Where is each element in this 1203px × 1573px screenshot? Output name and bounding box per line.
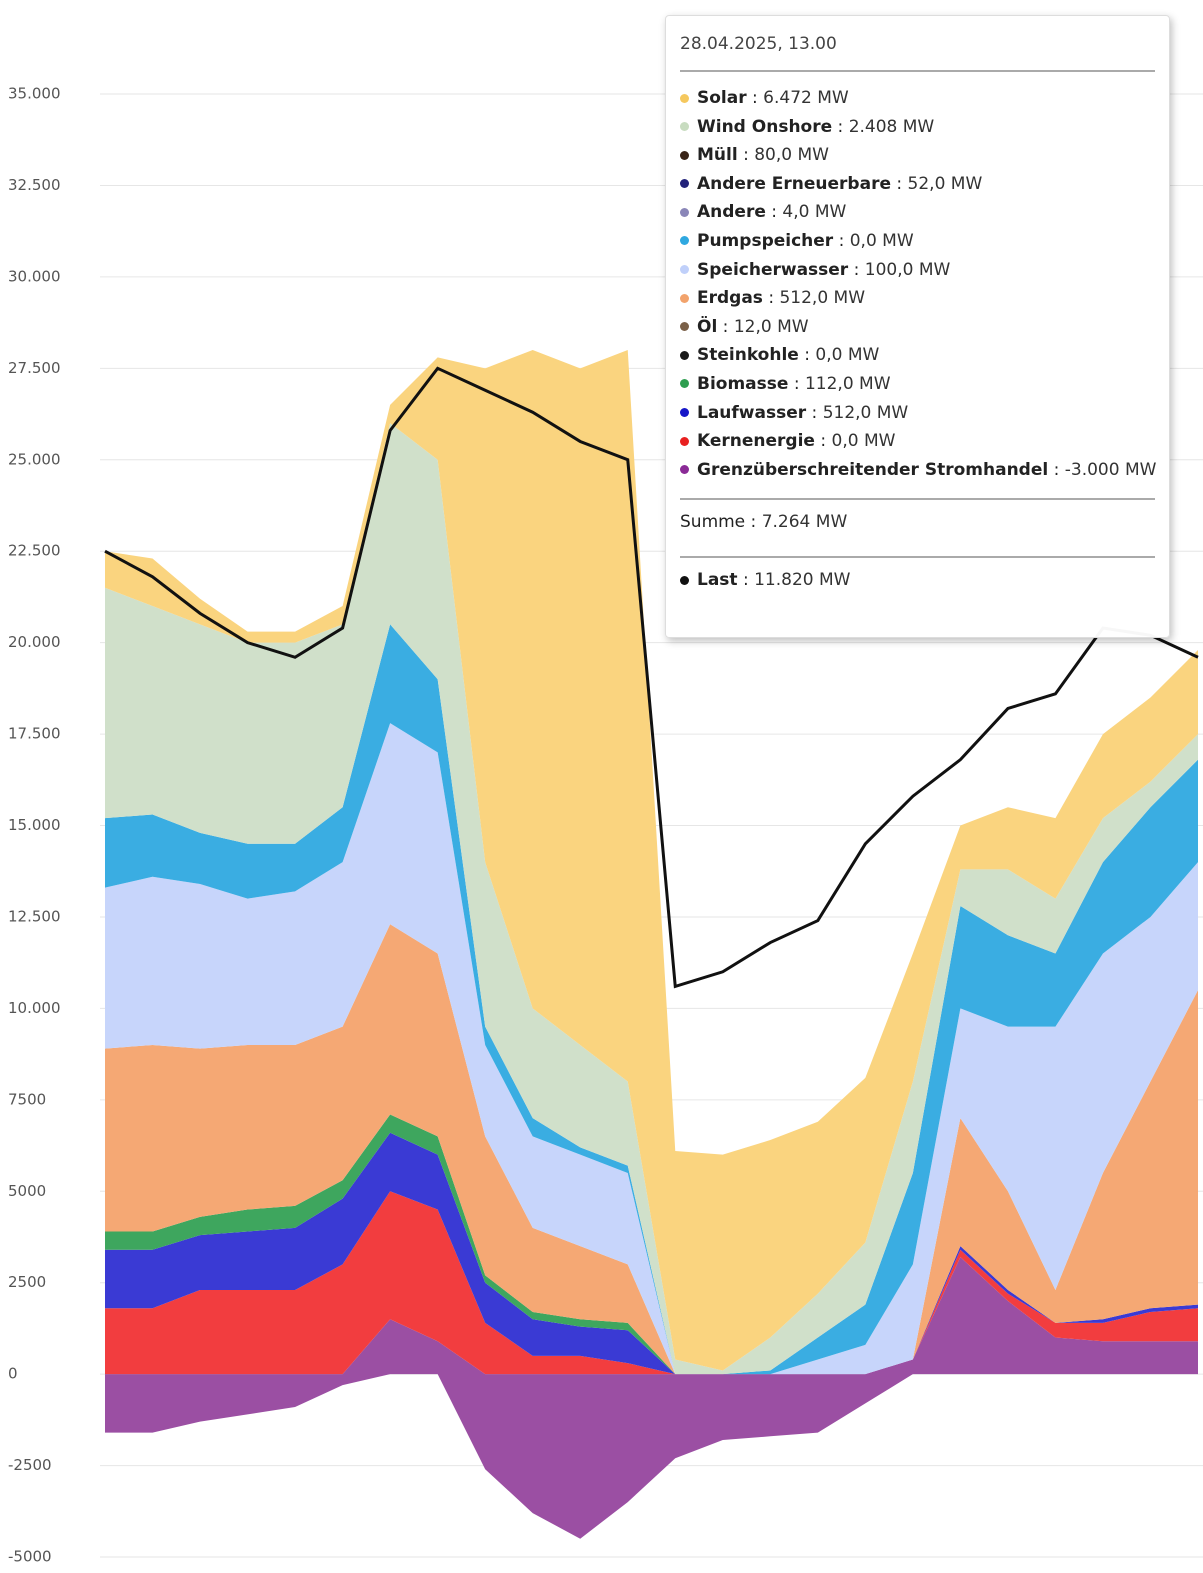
y-tick-label: 30.000 <box>8 267 61 285</box>
last-value: 11.820 MW <box>754 570 851 591</box>
y-tick-label: -5000 <box>8 1548 52 1566</box>
item-dot <box>680 293 689 303</box>
tooltip-item: Wind Onshore2.408 MW <box>680 113 1155 142</box>
area <box>105 924 1198 1375</box>
item-value: 12,0 MW <box>733 316 809 337</box>
item-dot <box>680 207 689 217</box>
y-tick-label: 15.000 <box>8 816 61 834</box>
tooltip-last: Last11.820 MW <box>680 556 1155 590</box>
sum-label: Summe <box>680 512 762 532</box>
item-label: Pumpspeicher <box>697 231 850 251</box>
item-dot <box>680 322 689 332</box>
y-tick-label: 5000 <box>8 1182 46 1200</box>
tooltip-title: 28.04.2025, 13.00 <box>680 34 1155 72</box>
y-tick-label: 27.500 <box>8 359 61 377</box>
sum-value: 7.264 MW <box>761 512 848 533</box>
area <box>105 723 1198 1375</box>
item-value: 6.472 MW <box>763 88 849 108</box>
item-value: 80,0 MW <box>754 145 829 166</box>
tooltip-item: Andere4,0 MW <box>680 198 1155 227</box>
item-dot <box>680 236 689 246</box>
tooltip-item: Kernenergie0,0 MW <box>680 427 1155 456</box>
item-dot <box>680 436 689 446</box>
tooltip-item: Müll80,0 MW <box>680 141 1155 170</box>
item-value: 4,0 MW <box>782 202 847 223</box>
tooltip-item: Laufwasser512,0 MW <box>680 399 1155 428</box>
y-tick-label: 20.000 <box>8 633 61 651</box>
item-value: 52,0 MW <box>907 173 983 194</box>
item-label: Öl <box>697 317 734 337</box>
item-value: 2.408 MW <box>848 116 935 137</box>
area <box>105 1191 1198 1375</box>
load-line <box>104 366 1199 989</box>
item-label: Steinkohle <box>697 345 815 365</box>
item-dot <box>680 465 689 475</box>
item-dot <box>680 379 689 389</box>
item-label: Erdgas <box>697 288 779 308</box>
item-dot <box>680 408 689 418</box>
y-tick-label: 0 <box>8 1365 18 1383</box>
item-label: Kernenergie <box>697 431 832 451</box>
item-label: Speicherwasser <box>697 260 865 280</box>
tooltip-item: Erdgas512,0 MW <box>680 284 1155 313</box>
tooltip-item: Biomasse112,0 MW <box>680 370 1155 399</box>
tooltip-item: Steinkohle0,0 MW <box>680 341 1155 370</box>
item-value: 512,0 MW <box>779 288 866 309</box>
item-value: 0,0 MW <box>831 431 896 452</box>
item-dot <box>680 150 689 160</box>
item-label: Solar <box>697 88 763 108</box>
item-value: 100,0 MW <box>864 259 951 280</box>
y-tick-label: 17.500 <box>8 725 61 743</box>
area <box>105 624 1198 1375</box>
item-label: Wind Onshore <box>697 117 849 137</box>
item-dot <box>680 179 689 189</box>
item-label: Andere Erneuerbare <box>697 174 908 194</box>
tooltip-item: Öl12,0 MW <box>680 313 1155 342</box>
item-value: 0,0 MW <box>815 345 880 366</box>
item-value: 0,0 MW <box>849 230 914 251</box>
y-tick-label: 35.000 <box>8 85 61 103</box>
y-tick-label: 22.500 <box>8 542 61 560</box>
y-tick-label: 10.000 <box>8 999 61 1017</box>
y-tick-label: 25.000 <box>8 450 61 468</box>
item-label: Grenzüberschreitender Stromhandel <box>697 460 1065 480</box>
last-dot <box>680 575 689 585</box>
area <box>105 1257 1198 1539</box>
item-label: Müll <box>697 145 754 165</box>
item-dot <box>680 350 689 360</box>
area <box>105 1132 1198 1375</box>
y-tick-label: 7500 <box>8 1090 46 1108</box>
tooltip-item: Andere Erneuerbare52,0 MW <box>680 170 1155 199</box>
area <box>105 423 1198 1375</box>
tooltip-item: Solar6.472 MW <box>680 84 1155 113</box>
y-tick-label: 32.500 <box>8 176 61 194</box>
tooltip-sum: Summe7.264 MW <box>680 498 1155 542</box>
item-label: Laufwasser <box>697 403 823 423</box>
tooltip-item: Speicherwasser100,0 MW <box>680 256 1155 285</box>
item-value: -3.000 MW <box>1064 459 1157 480</box>
item-label: Andere <box>697 202 782 222</box>
item-dot <box>680 93 689 103</box>
area <box>105 350 1198 1371</box>
last-label: Last <box>697 570 754 590</box>
item-dot <box>680 265 689 275</box>
y-tick-label: 2500 <box>8 1273 46 1291</box>
y-tick-label: 12.500 <box>8 907 61 925</box>
item-label: Biomasse <box>697 374 805 394</box>
item-dot <box>680 122 689 132</box>
tooltip-item: Grenzüberschreitender Stromhandel-3.000 … <box>680 456 1157 485</box>
item-value: 512,0 MW <box>822 402 909 423</box>
y-tick-label: -2500 <box>8 1456 52 1474</box>
tooltip-item: Pumpspeicher0,0 MW <box>680 227 1155 256</box>
item-value: 112,0 MW <box>804 373 891 394</box>
